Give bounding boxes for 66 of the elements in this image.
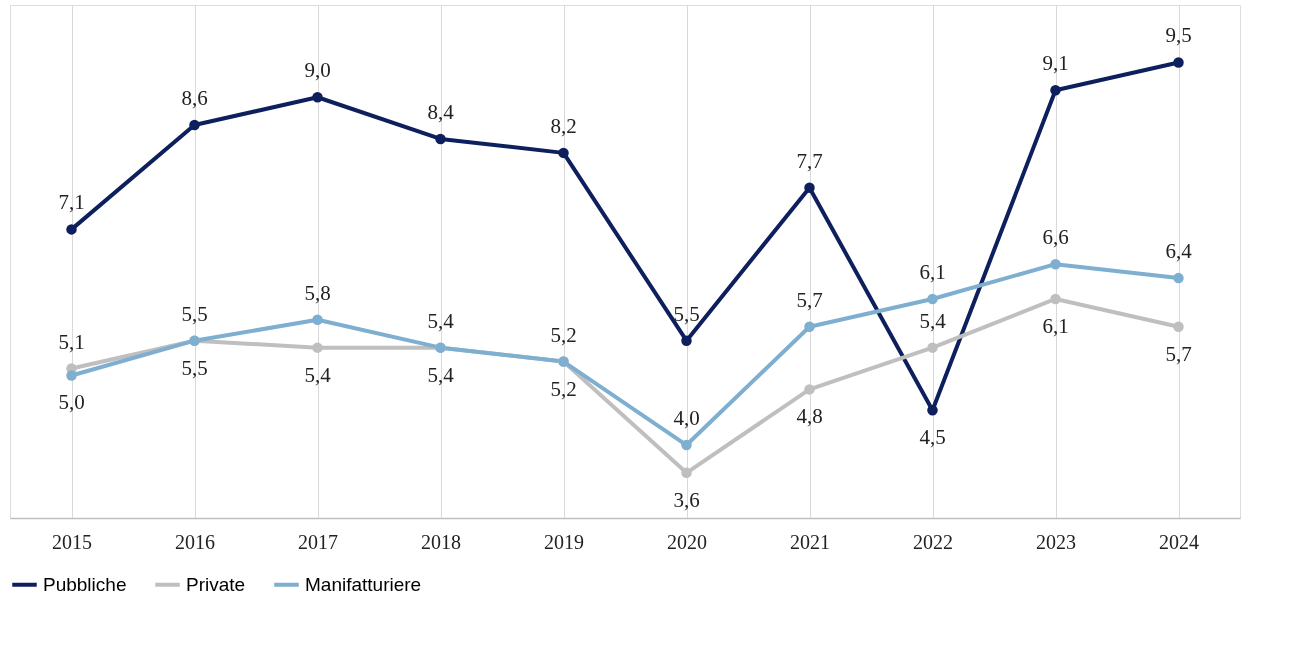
point [1050, 85, 1061, 96]
point [681, 439, 692, 451]
data-label: 4,0 [673, 406, 700, 431]
point [312, 92, 323, 103]
point [1173, 57, 1184, 68]
data-label: 5,1 [58, 329, 85, 354]
x-tick-label: 2022 [913, 530, 953, 553]
legend-label: Pubbliche [43, 573, 127, 595]
data-label: 5,8 [304, 280, 331, 305]
data-label: 5,5 [673, 301, 700, 326]
data-label: 5,4 [919, 308, 947, 333]
point [804, 321, 815, 333]
data-label: 5,5 [181, 355, 208, 380]
data-label: 6,4 [1165, 239, 1193, 264]
data-label: 5,0 [58, 390, 85, 415]
point [927, 293, 938, 305]
point [927, 405, 938, 416]
point [189, 119, 200, 131]
point [312, 314, 323, 326]
x-tick-label: 2024 [1159, 530, 1199, 553]
point [681, 335, 692, 346]
data-label: 6,1 [1042, 313, 1069, 338]
data-label: 5,5 [181, 301, 208, 326]
data-label: 5,7 [1165, 341, 1192, 366]
point [66, 224, 77, 235]
x-tick-label: 2020 [667, 530, 707, 553]
data-label: 7,1 [58, 190, 85, 215]
data-label: 4,5 [919, 425, 946, 450]
x-tick-label: 2021 [790, 530, 830, 553]
point [681, 467, 692, 479]
x-tick-label: 2023 [1036, 530, 1076, 553]
data-label: 5,7 [796, 287, 823, 312]
point [927, 342, 938, 353]
point [804, 384, 815, 395]
data-label: 3,6 [673, 487, 700, 512]
data-label: 9,5 [1165, 23, 1192, 48]
data-label: 5,4 [304, 362, 332, 387]
point [435, 133, 446, 145]
data-label: 5,2 [550, 376, 577, 401]
data-label: 6,1 [919, 259, 946, 284]
data-label: 8,6 [181, 86, 208, 111]
x-tick-label: 2018 [421, 530, 461, 553]
point [804, 182, 815, 193]
data-label: 9,0 [304, 58, 331, 83]
data-label: 9,1 [1042, 51, 1069, 76]
point [1173, 272, 1184, 284]
data-label: 8,4 [427, 99, 455, 124]
x-tick-label: 2016 [175, 530, 215, 553]
point [1050, 293, 1061, 305]
data-label: 4,8 [796, 404, 823, 429]
legend-label: Manifatturiere [305, 573, 422, 595]
x-tick-label: 2017 [298, 530, 338, 553]
data-label: 5,4 [427, 362, 455, 387]
data-label: 8,2 [550, 113, 577, 138]
x-tick-label: 2015 [52, 530, 92, 553]
point [558, 147, 569, 159]
x-tick-label: 2019 [544, 530, 584, 553]
point [66, 370, 77, 381]
data-label: 5,4 [427, 308, 455, 333]
legend-label: Private [186, 573, 246, 595]
data-label: 7,7 [796, 148, 823, 173]
data-label: 6,6 [1042, 225, 1069, 250]
point [1173, 321, 1184, 333]
point [1050, 258, 1061, 270]
data-label: 5,2 [550, 322, 577, 347]
point [312, 342, 323, 353]
